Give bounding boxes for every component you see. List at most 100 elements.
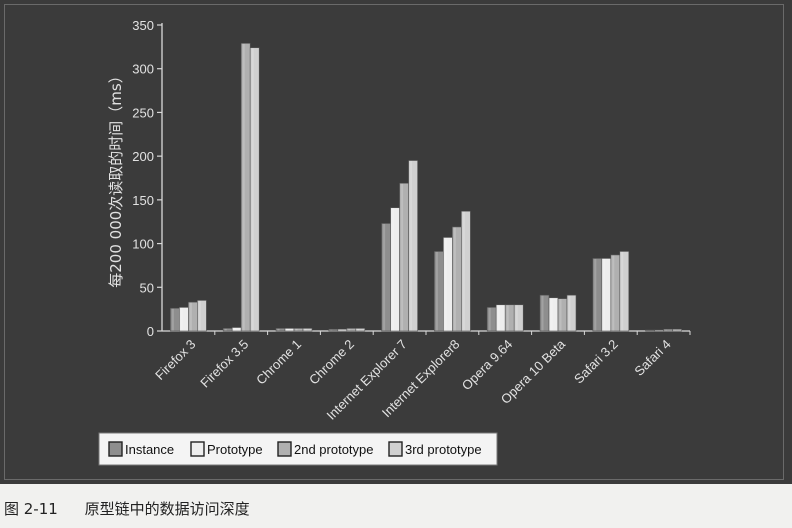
bar [249, 47, 260, 332]
bar-highlight [295, 328, 298, 331]
bar-highlight [665, 329, 668, 331]
bar [337, 328, 348, 332]
bar [408, 160, 418, 332]
bar [443, 237, 453, 332]
bar [654, 329, 664, 332]
bar [452, 226, 462, 332]
bar-highlight [339, 329, 342, 331]
bar [188, 301, 198, 332]
bar-highlight [410, 161, 413, 331]
bar-highlight [435, 251, 438, 331]
bar [222, 328, 233, 332]
bar-highlight [444, 237, 447, 331]
bar-highlight [462, 211, 465, 331]
bar [486, 307, 497, 332]
bar [179, 307, 189, 332]
bar-highlight [383, 223, 386, 331]
legend-swatch [190, 441, 205, 457]
bar-highlight [198, 300, 201, 331]
y-tick-label: 350 [132, 18, 154, 33]
bar [548, 297, 559, 332]
bar [390, 207, 400, 332]
x-tick-label: Firefox 3.5 [197, 337, 251, 391]
x-tick-label: Chrome 2 [306, 337, 357, 388]
legend-label: Instance [125, 442, 174, 457]
bar-highlight [559, 299, 562, 331]
bar-highlight [674, 329, 677, 331]
bar-highlight [568, 295, 571, 331]
bar [557, 298, 568, 332]
bar-highlight [304, 328, 307, 331]
bar-highlight [621, 251, 624, 331]
bar-highlight [330, 329, 333, 331]
bar-highlight [488, 307, 491, 331]
bar-highlight [277, 328, 280, 331]
bar-highlight [224, 328, 227, 331]
bar-highlight [180, 307, 183, 331]
bar [601, 258, 612, 332]
legend-label: Prototype [207, 442, 263, 457]
x-tick-label: Chrome 1 [253, 337, 304, 388]
legend-swatch [388, 441, 403, 457]
x-tick-label: Firefox 3 [152, 337, 198, 383]
figure-border [4, 4, 784, 480]
bar-highlight [286, 328, 289, 331]
legend-swatch [277, 441, 292, 457]
bar [284, 328, 295, 332]
y-tick-label: 250 [132, 105, 154, 120]
bar-highlight [171, 308, 174, 331]
bar [346, 328, 357, 332]
bar [504, 304, 515, 332]
bar-highlight [506, 305, 509, 331]
bar [566, 294, 577, 332]
figure-caption: 图 2-11 原型链中的数据访问深度 [4, 498, 250, 522]
y-tick-label: 300 [132, 62, 154, 77]
legend-swatch [108, 441, 123, 457]
bar [663, 328, 673, 332]
bar [197, 300, 207, 332]
bar [672, 328, 682, 332]
bar-highlight [453, 227, 456, 331]
bar [539, 294, 550, 332]
bar [231, 327, 242, 332]
bar-highlight [242, 43, 245, 331]
bar [240, 43, 251, 332]
bar-highlight [612, 255, 615, 331]
bar [645, 329, 655, 332]
x-tick-label: Safari 3.2 [571, 337, 621, 387]
bar-highlight [189, 302, 192, 331]
bar-highlight [251, 48, 254, 331]
x-tick-label: Safari 4 [631, 337, 673, 379]
bar [399, 182, 409, 332]
bar [170, 307, 180, 332]
bar-highlight [594, 258, 597, 331]
y-tick-label: 100 [132, 237, 154, 252]
bar [619, 251, 630, 332]
legend-label: 2nd prototype [294, 442, 374, 457]
bar [434, 251, 444, 332]
bar-highlight [233, 328, 236, 331]
y-tick-label: 150 [132, 193, 154, 208]
bar [275, 328, 286, 332]
bar-highlight [401, 183, 404, 331]
bar-highlight [515, 305, 518, 331]
y-tick-label: 0 [147, 324, 154, 339]
y-tick-label: 200 [132, 149, 154, 164]
figure-caption-text: 原型链中的数据访问深度 [84, 500, 250, 518]
bar-highlight [357, 328, 360, 331]
bar [592, 258, 603, 332]
figure-panel: 0 50 100 150 200 250 300 350 每200 000次读取的时间（ms） F… [0, 0, 792, 484]
bar-highlight [392, 208, 395, 331]
y-axis-label: 每200 000次读取的时间（ms） [107, 68, 125, 287]
bar [355, 328, 366, 332]
bar [302, 328, 313, 332]
bar-highlight [541, 295, 544, 331]
bar-highlight [550, 298, 553, 331]
bar-highlight [497, 305, 500, 331]
x-tick-label: Opera 9.64 [459, 337, 516, 394]
bar [328, 328, 339, 332]
y-tick-label: 50 [140, 280, 154, 295]
bar [461, 210, 471, 332]
bar [381, 223, 391, 332]
legend-label: 3rd prototype [405, 442, 482, 457]
